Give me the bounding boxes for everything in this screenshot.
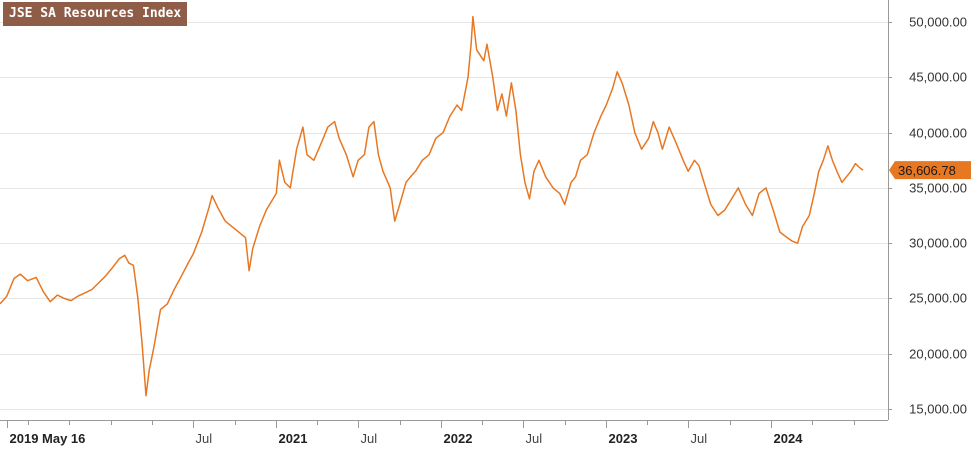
y-tick-label: 25,000.00 [909, 291, 967, 306]
y-tick-label: 15,000.00 [909, 402, 967, 417]
x-axis: 2019 May 16 Jul 2021 Jul 2022 Jul 2023 Jul 2024 [0, 420, 888, 446]
y-tick-label: 50,000.00 [909, 15, 967, 30]
series-line-0 [0, 15, 864, 397]
x-tick-label: Jul [196, 431, 213, 446]
y-tick-label: 40,000.00 [909, 126, 967, 141]
series-layer [0, 15, 864, 397]
last-value-label: 36,606.78 [898, 163, 956, 178]
gridlines [0, 22, 888, 410]
x-tick-label: 2024 [774, 431, 804, 446]
x-tick-label: 2019 May 16 [10, 431, 86, 446]
chart-title: JSE SA Resources Index [3, 2, 188, 26]
last-value-flag [889, 161, 971, 180]
x-tick-label: 2023 [609, 431, 638, 446]
x-tick-label: Jul [361, 431, 378, 446]
last-value-marker: 36,606.78 [889, 161, 971, 180]
x-tick-label: 2021 [279, 431, 308, 446]
y-tick-label: 45,000.00 [909, 70, 967, 85]
x-tick-label: Jul [691, 431, 708, 446]
y-tick-label: 35,000.00 [909, 181, 967, 196]
x-tick-label: Jul [526, 431, 543, 446]
y-axis: 15,000.00 20,000.00 25,000.00 30,000.00 35,0… [888, 0, 967, 420]
y-tick-label: 30,000.00 [909, 236, 967, 251]
x-tick-label: 2022 [444, 431, 473, 446]
y-tick-label: 20,000.00 [909, 347, 967, 362]
